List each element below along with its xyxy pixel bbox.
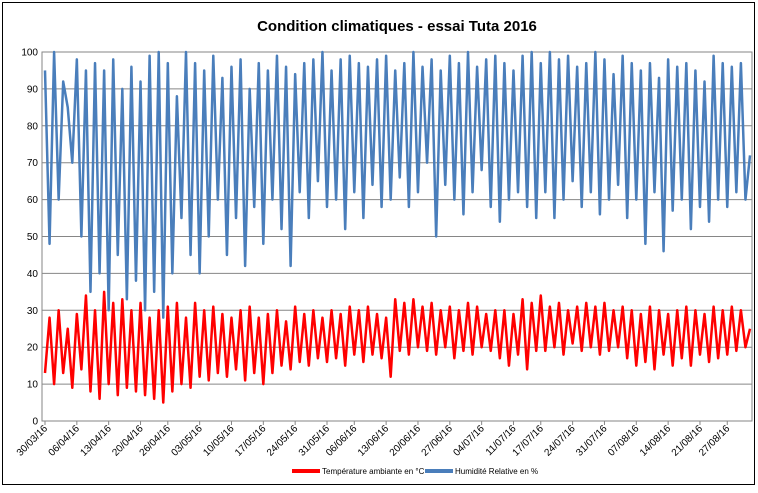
y-tick-label: 20 — [27, 343, 39, 354]
y-tick-label: 10 — [27, 380, 39, 391]
legend-label: Température ambiante en °C — [322, 467, 425, 476]
y-tick-label: 0 — [32, 417, 38, 428]
y-tick-label: 40 — [27, 269, 39, 280]
y-tick-label: 30 — [27, 306, 39, 317]
y-tick-label: 50 — [27, 232, 39, 243]
y-tick-label: 90 — [27, 84, 39, 95]
y-tick-label: 80 — [27, 121, 39, 132]
plot-border — [41, 51, 753, 422]
y-tick-label: 70 — [27, 158, 39, 169]
data-line — [43, 290, 752, 404]
data-line — [43, 50, 752, 319]
legend-label: Humidité Relative en % — [455, 467, 538, 476]
y-tick-label: 60 — [27, 195, 39, 206]
chart-title: Condition climatiques - essai Tuta 2016 — [257, 18, 537, 35]
y-tick-label: 100 — [21, 48, 38, 59]
